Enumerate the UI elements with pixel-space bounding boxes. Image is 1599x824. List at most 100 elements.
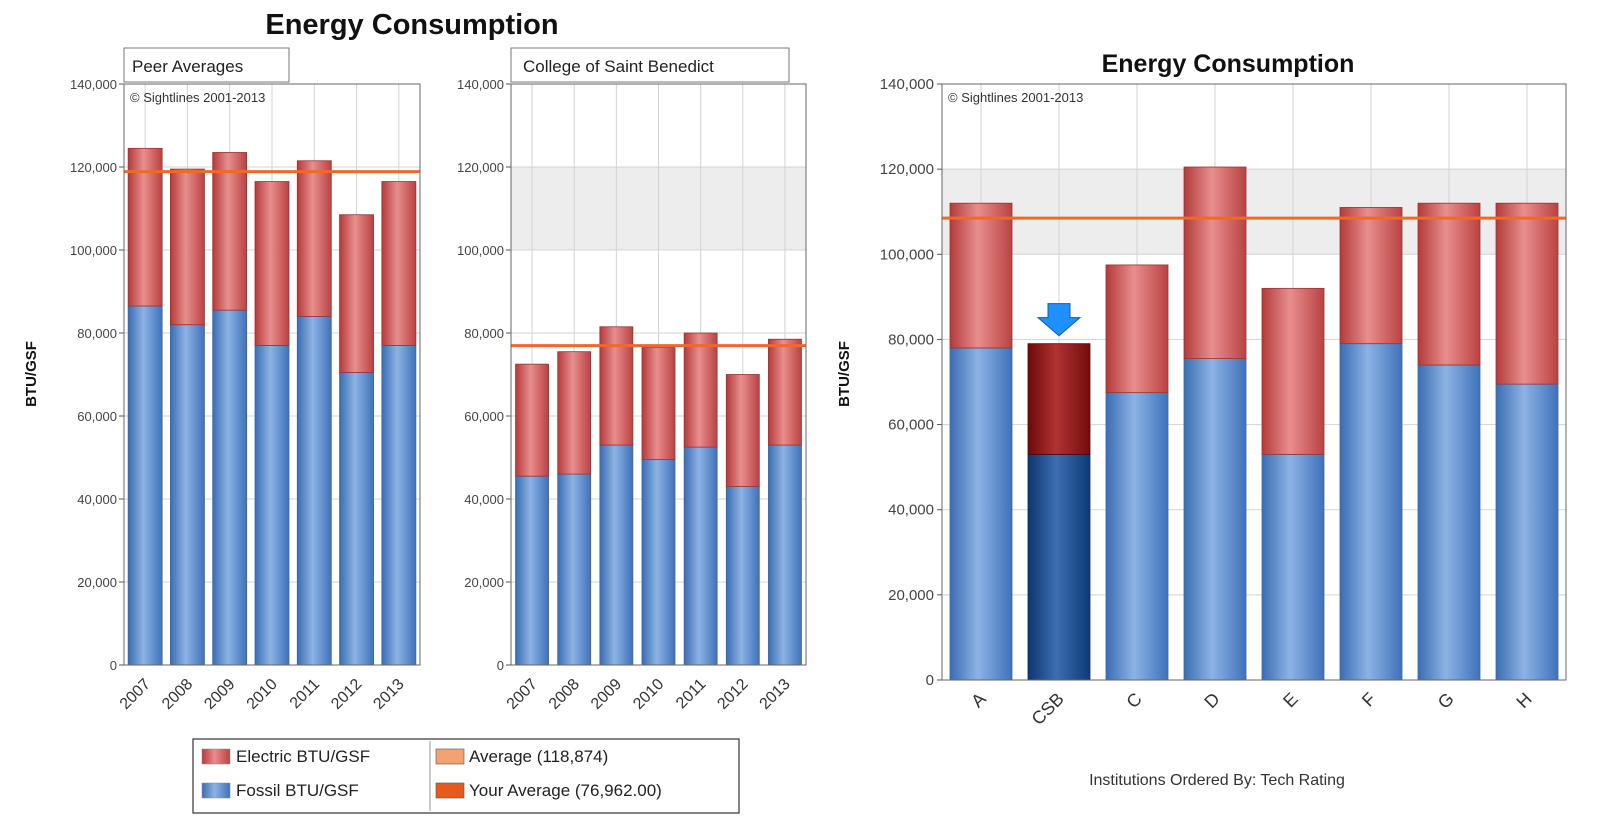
bar-electric-2012 bbox=[725, 374, 760, 487]
y-tick-label: 60,000 bbox=[77, 409, 117, 424]
bar-fossil-2008 bbox=[557, 473, 592, 666]
legend-swatch-electric bbox=[201, 748, 231, 765]
plot-border-institutions bbox=[941, 83, 1567, 681]
panel-peer: 0 20,000 40,000 60,000 80,000 100,000 120,000 1… bbox=[70, 77, 421, 713]
plot-border-peer bbox=[123, 83, 421, 666]
bar-electric-2011 bbox=[296, 160, 332, 317]
bar-electric-2007 bbox=[515, 363, 549, 477]
copyright-text: © Sightlines 2001-2013 bbox=[948, 90, 1083, 105]
y-tick-label: 40,000 bbox=[464, 492, 504, 507]
y-tick-label: 20,000 bbox=[464, 575, 504, 590]
plot-border-csb bbox=[510, 83, 807, 666]
y-tick-label: 60,000 bbox=[464, 409, 504, 424]
highlight-arrow-icon bbox=[1036, 303, 1082, 337]
y-tick-label: 80,000 bbox=[464, 326, 504, 341]
x-tick-label: 2007 bbox=[117, 676, 154, 713]
bar-fossil-2007 bbox=[127, 305, 163, 666]
y-tick-label: 120,000 bbox=[880, 161, 934, 178]
bar-fossil-2008 bbox=[170, 324, 205, 666]
y-tick-label: 40,000 bbox=[77, 492, 117, 507]
bar-fossil-csb bbox=[1027, 453, 1091, 681]
bar-fossil-2010 bbox=[254, 345, 290, 666]
y-tick-label: 100,000 bbox=[70, 243, 117, 258]
bar-fossil-c bbox=[1105, 392, 1169, 681]
legend-swatch-average bbox=[435, 748, 465, 765]
bar-fossil-2011 bbox=[296, 315, 332, 666]
panel-label-peer: Peer Averages bbox=[123, 47, 290, 83]
bar-fossil-f bbox=[1339, 343, 1403, 681]
bar-fossil-g bbox=[1417, 364, 1481, 681]
bar-electric-csb bbox=[1027, 343, 1091, 455]
bar-fossil-a bbox=[949, 347, 1013, 681]
x-tick-label: F bbox=[1358, 689, 1380, 711]
y-tick-label: 40,000 bbox=[888, 502, 934, 519]
x-tick-label: 2010 bbox=[244, 676, 281, 713]
y-tick-label: 140,000 bbox=[70, 77, 117, 92]
x-tick-label: 2009 bbox=[201, 676, 238, 713]
bar-fossil-2013 bbox=[768, 444, 802, 666]
bar-fossil-2009 bbox=[599, 444, 634, 666]
x-tick-label: CSB bbox=[1028, 689, 1068, 729]
bar-fossil-2013 bbox=[381, 345, 417, 666]
bar-electric-2009 bbox=[212, 152, 248, 311]
bar-electric-2011 bbox=[683, 332, 718, 448]
bar-electric-2008 bbox=[170, 168, 205, 326]
bar-electric-2010 bbox=[254, 181, 290, 346]
y-tick-label: 100,000 bbox=[457, 243, 504, 258]
x-tick-label: 2007 bbox=[504, 676, 541, 713]
x-tick-label: 2009 bbox=[588, 676, 625, 713]
panel-label-csb: College of Saint Benedict bbox=[510, 47, 790, 83]
y-tick-label: 140,000 bbox=[880, 76, 934, 93]
bar-electric-2013 bbox=[381, 181, 417, 346]
chart-title-right: Energy Consumption bbox=[1102, 50, 1355, 78]
panel-institutions: 0 20,000 40,000 60,000 80,000 100,000 120,000 1… bbox=[880, 76, 1567, 729]
bar-fossil-h bbox=[1495, 383, 1559, 681]
x-tick-label: H bbox=[1512, 689, 1535, 712]
bar-electric-2010 bbox=[641, 347, 676, 460]
bar-fossil-2009 bbox=[212, 309, 248, 666]
y-tick-label: 80,000 bbox=[77, 326, 117, 341]
bar-fossil-2010 bbox=[641, 459, 676, 666]
panel-csb: 0 20,000 40,000 60,000 80,000 100,000 120,000 1… bbox=[457, 77, 807, 713]
x-tick-label: G bbox=[1434, 689, 1458, 713]
y-tick-label: 120,000 bbox=[457, 160, 504, 175]
x-tick-label: D bbox=[1200, 689, 1223, 712]
y-tick-label: 20,000 bbox=[888, 587, 934, 604]
legend-swatch-your-average bbox=[435, 782, 465, 799]
bar-electric-2013 bbox=[768, 338, 802, 446]
bar-electric-2008 bbox=[557, 351, 592, 475]
bar-electric-g bbox=[1417, 202, 1481, 366]
y-tick-label: 20,000 bbox=[77, 575, 117, 590]
panel-label-peer-text: Peer Averages bbox=[132, 57, 243, 76]
x-tick-label: 2013 bbox=[757, 676, 794, 713]
x-axis-label-right: Institutions Ordered By: Tech Rating bbox=[1089, 772, 1345, 789]
x-tick-label: 2008 bbox=[159, 676, 196, 713]
copyright-text: © Sightlines 2001-2013 bbox=[130, 90, 265, 105]
x-tick-label: 2013 bbox=[370, 676, 407, 713]
y-tick-label: 0 bbox=[926, 672, 934, 689]
x-tick-label: E bbox=[1279, 689, 1302, 712]
bar-fossil-2011 bbox=[683, 446, 718, 666]
bar-electric-c bbox=[1105, 264, 1169, 394]
bar-electric-a bbox=[949, 202, 1013, 349]
panel-label-csb-text: College of Saint Benedict bbox=[523, 57, 714, 76]
x-tick-label: 2012 bbox=[714, 676, 751, 713]
bar-fossil-e bbox=[1261, 453, 1325, 681]
x-tick-label: 2010 bbox=[630, 676, 667, 713]
y-tick-label: 80,000 bbox=[888, 331, 934, 348]
y-tick-label: 100,000 bbox=[880, 246, 934, 263]
y-tick-label: 0 bbox=[110, 658, 117, 673]
bar-electric-e bbox=[1261, 287, 1325, 455]
y-tick-label: 0 bbox=[497, 658, 504, 673]
x-tick-label: 2011 bbox=[673, 676, 709, 712]
y-tick-label: 60,000 bbox=[888, 417, 934, 434]
x-tick-label: C bbox=[1122, 689, 1145, 712]
bar-fossil-2007 bbox=[515, 475, 549, 666]
legend-label-your-average: Your Average (76,962.00) bbox=[469, 781, 662, 800]
x-tick-label: A bbox=[967, 689, 990, 712]
bar-electric-d bbox=[1183, 166, 1247, 359]
x-tick-label: 2012 bbox=[328, 676, 365, 713]
x-tick-label: 2011 bbox=[287, 676, 323, 712]
legend-label-electric: Electric BTU/GSF bbox=[236, 747, 370, 766]
